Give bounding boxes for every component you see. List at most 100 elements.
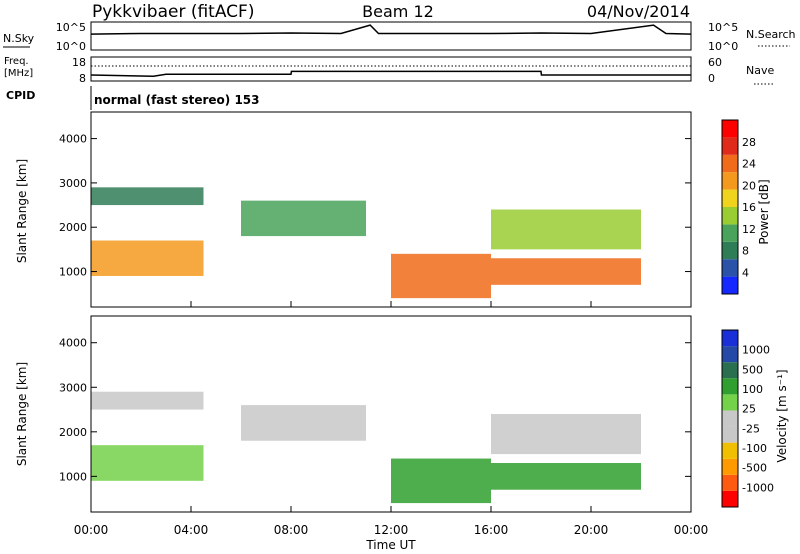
colorbar-swatch-8 <box>722 137 738 155</box>
freq-unit: [MHz] <box>4 68 33 79</box>
colorbar-swatch-10 <box>722 330 738 347</box>
freq-tick-bottom: 8 <box>79 72 86 85</box>
power-echoes <box>91 187 641 299</box>
y-tick-label-0: 4000 <box>59 133 87 146</box>
velocity-y-axis: 4000 3000 2000 1000 <box>59 337 691 483</box>
nsearch-label: N.Search <box>746 28 796 41</box>
colorbar-swatch-2 <box>722 241 738 260</box>
echo-region-3 <box>391 253 491 299</box>
time-tick-label-6: 00:00 <box>674 523 709 537</box>
colorbar-swatch-1 <box>722 259 738 277</box>
colorbar-tick-0: 28 <box>742 136 756 149</box>
freq-tick-top: 18 <box>72 56 86 69</box>
velocity-colorbar: 1000 500 100 25 -25 -100 -500 -1000 <box>721 329 774 508</box>
y-tick-label-3: 1000 <box>59 266 87 279</box>
freq-label: Freq. <box>4 56 29 67</box>
colorbar-tick-6: -500 <box>742 462 767 475</box>
colorbar-swatch-7 <box>722 378 738 395</box>
time-axis-label: Time UT <box>365 538 416 552</box>
freq-line <box>90 70 691 77</box>
colorbar-frame <box>721 329 739 508</box>
colorbar-tick-3: 16 <box>742 201 756 214</box>
colorbar-tick-0: 1000 <box>742 344 770 357</box>
nsearch-tick-top: 10^5 <box>708 21 738 34</box>
nsky-tick-top: 10^5 <box>56 21 86 34</box>
nsky-tick-bottom: 10^0 <box>56 40 86 53</box>
echo-region-5 <box>491 209 641 250</box>
velocity-ylabel: Slant Range [km] <box>15 362 29 466</box>
colorbar-swatch-6 <box>722 394 738 411</box>
date-title: 04/Nov/2014 <box>587 2 690 21</box>
echo-region-4 <box>491 463 641 490</box>
colorbar-swatch-1 <box>722 474 738 491</box>
echo-region-3 <box>391 458 491 504</box>
echo-region-1 <box>91 187 204 206</box>
power-ylabel: Slant Range [km] <box>15 159 29 263</box>
colorbar-swatch-5 <box>722 189 738 207</box>
freq-series <box>90 65 691 77</box>
colorbar-swatch-4 <box>722 426 738 443</box>
velocity-colorbar-label: Velocity [m s⁻¹] <box>775 369 789 462</box>
y-tick-label-1: 3000 <box>59 177 87 190</box>
echo-region-0 <box>91 240 204 276</box>
nsky-label: N.Sky <box>3 32 35 45</box>
y-tick-label-2: 2000 <box>59 426 87 439</box>
time-axis: 00:00 04:00 08:00 12:00 16:00 20:00 00:00 <box>74 301 709 537</box>
colorbar-frame <box>721 119 739 295</box>
colorbar-tick-7: -1000 <box>742 481 774 494</box>
power-colorbar: 28 24 20 16 12 8 4 <box>721 119 756 295</box>
cpid-text: normal (fast stereo) 153 <box>94 93 260 107</box>
echo-region-2 <box>241 200 366 237</box>
time-tick-label-0: 00:00 <box>74 523 109 537</box>
colorbar-tick-3: 25 <box>742 403 756 416</box>
power-colorbar-label: Power [dB] <box>757 179 771 244</box>
nsearch-tick-bottom: 10^0 <box>708 40 738 53</box>
y-tick-label-1: 3000 <box>59 381 87 394</box>
nsky-series <box>90 24 692 35</box>
colorbar-tick-2: 100 <box>742 383 763 396</box>
time-tick-label-2: 08:00 <box>274 523 309 537</box>
colorbar-tick-2: 20 <box>742 179 756 192</box>
colorbar-tick-1: 500 <box>742 363 763 376</box>
station-title: Pykkvibaer (fitACF) <box>92 2 254 22</box>
colorbar-tick-4: -25 <box>742 422 760 435</box>
nave-tick-bottom: 0 <box>708 72 715 85</box>
colorbar-swatch-3 <box>722 442 738 459</box>
colorbar-swatch-3 <box>722 224 738 242</box>
time-tick-label-4: 16:00 <box>474 523 509 537</box>
echo-region-2 <box>241 405 366 441</box>
power-y-axis: 4000 3000 2000 1000 <box>59 133 691 279</box>
colorbar-tick-5: 8 <box>742 245 749 258</box>
colorbar-swatch-9 <box>722 346 738 363</box>
nave-tick-top: 60 <box>708 56 722 69</box>
colorbar-swatch-2 <box>722 458 738 475</box>
velocity-echoes <box>91 391 641 504</box>
colorbar-swatch-4 <box>722 207 738 225</box>
colorbar-tick-6: 4 <box>742 266 749 279</box>
time-tick-label-5: 20:00 <box>574 523 609 537</box>
time-tick-label-3: 12:00 <box>374 523 409 537</box>
beam-title: Beam 12 <box>362 2 434 21</box>
colorbar-tick-4: 12 <box>742 223 756 236</box>
echo-region-0 <box>91 445 204 481</box>
nave-label: Nave <box>746 64 774 77</box>
time-tick-label-1: 04:00 <box>174 523 209 537</box>
colorbar-swatch-7 <box>722 154 738 173</box>
colorbar-tick-1: 24 <box>742 158 756 171</box>
y-tick-label-3: 1000 <box>59 470 87 483</box>
echo-region-4 <box>491 258 641 285</box>
colorbar-swatch-0 <box>722 276 738 294</box>
echo-region-1 <box>91 391 204 410</box>
cpid-label: CPID <box>6 89 35 102</box>
echo-region-5 <box>491 414 641 455</box>
nsky-panel-frame <box>90 21 692 51</box>
y-tick-label-2: 2000 <box>59 221 87 234</box>
freq-panel-frame <box>90 56 692 82</box>
colorbar-swatch-9 <box>722 120 738 138</box>
nsky-line <box>90 24 692 35</box>
colorbar-tick-5: -100 <box>742 442 767 455</box>
colorbar-swatch-6 <box>722 172 738 190</box>
y-tick-label-0: 4000 <box>59 337 87 350</box>
colorbar-swatch-8 <box>722 362 738 379</box>
